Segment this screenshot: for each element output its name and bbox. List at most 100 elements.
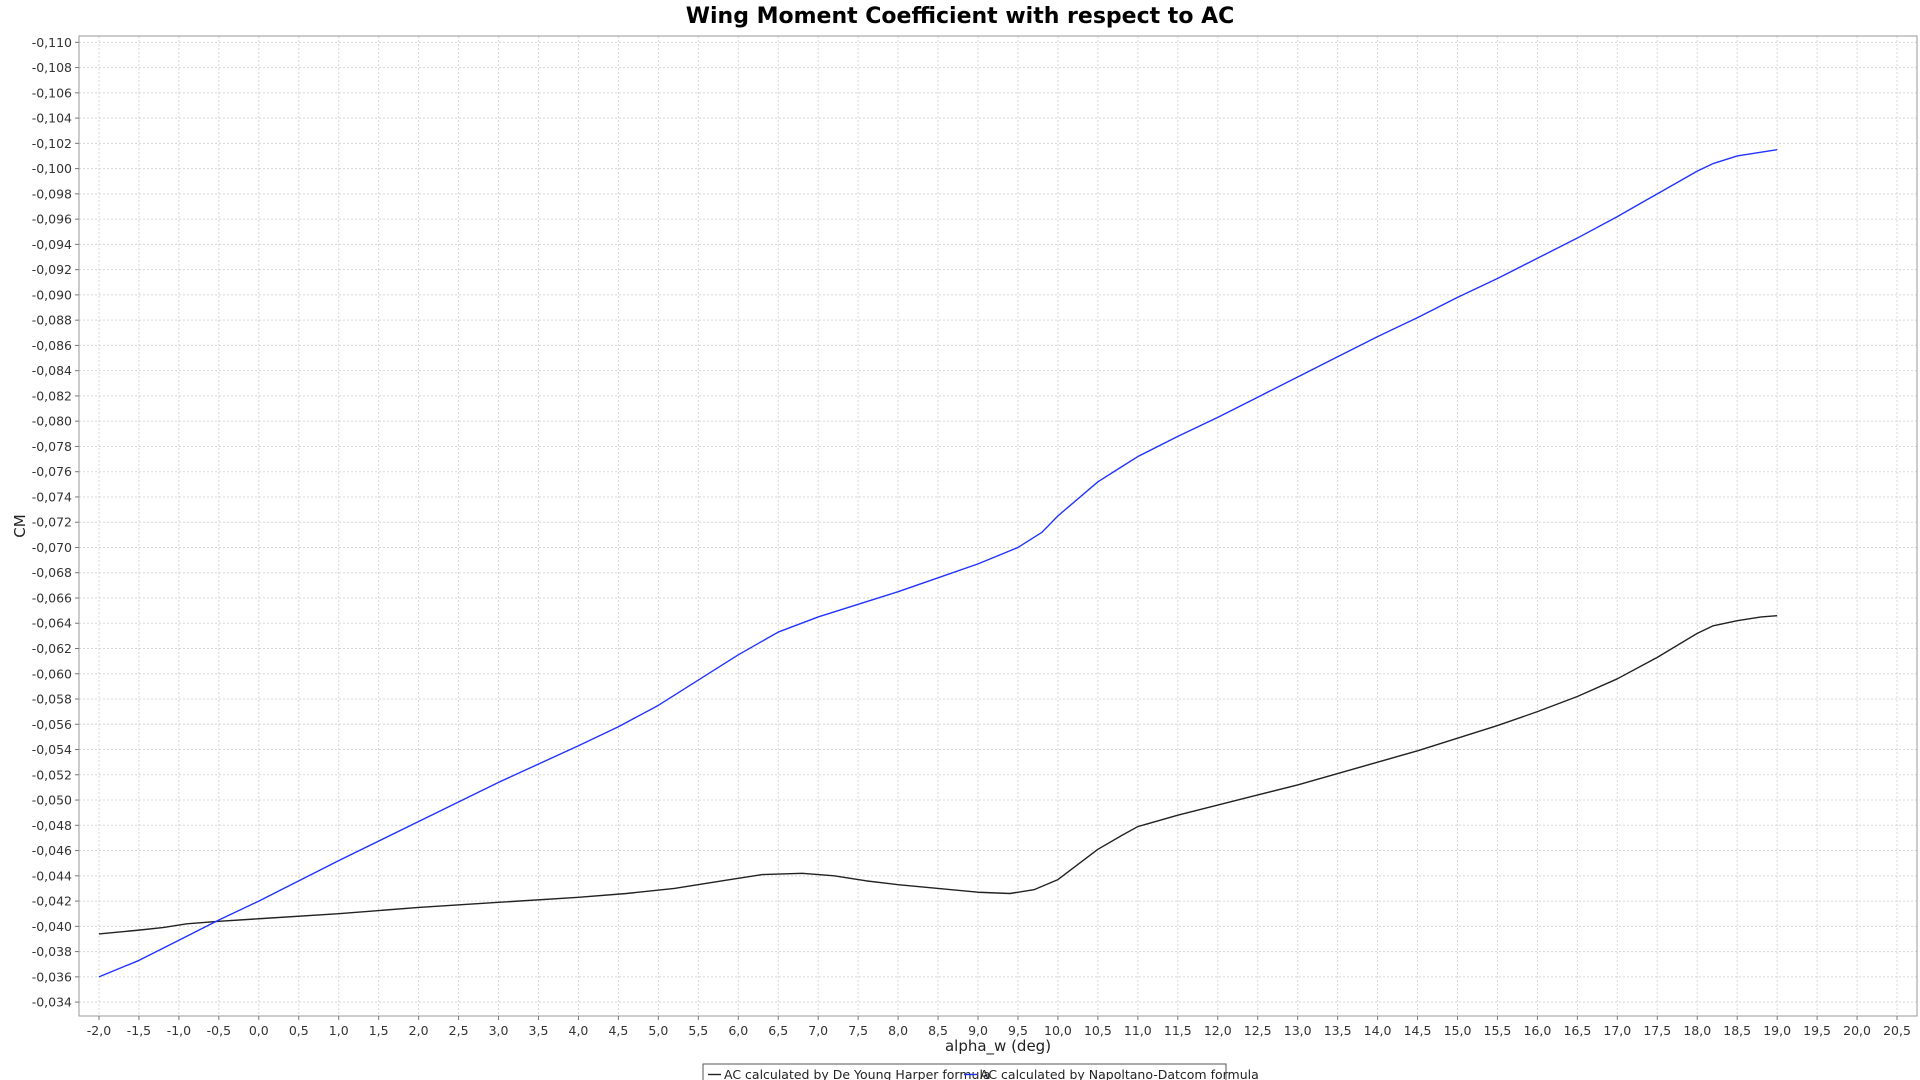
x-tick-label: 1,5: [369, 1023, 389, 1038]
y-tick-label: -0,086: [32, 338, 72, 353]
x-tick-label: 9,5: [1008, 1023, 1028, 1038]
grid: [79, 36, 1917, 1016]
y-tick-label: -0,070: [32, 540, 72, 555]
y-tick-label: -0,052: [32, 767, 72, 782]
x-tick-label: 7,5: [848, 1023, 868, 1038]
plot-border: [78, 35, 1918, 1017]
y-tick-label: -0,044: [32, 868, 72, 883]
y-tick-label: -0,058: [32, 692, 72, 707]
y-tick-label: -0,050: [32, 793, 72, 808]
x-tick-label: 8,5: [928, 1023, 948, 1038]
series-line-1: [98, 148, 1778, 978]
y-tick-label: -0,102: [32, 136, 72, 151]
y-tick-label: -0,110: [32, 35, 72, 50]
x-tick-label: 16,0: [1523, 1023, 1551, 1038]
chart-title: Wing Moment Coefficient with respect to …: [686, 4, 1235, 29]
y-tick-label: -0,080: [32, 414, 72, 429]
legend-box: [702, 1063, 1227, 1080]
x-tick-label: 13,5: [1324, 1023, 1352, 1038]
y-tick-label: -0,076: [32, 464, 72, 479]
legend-label-de-young-harper: AC calculated by De Young Harper formula: [724, 1067, 991, 1080]
x-tick-label: 10,0: [1044, 1023, 1072, 1038]
x-tick-label: -1,5: [127, 1023, 151, 1038]
x-tick-label: 4,5: [608, 1023, 628, 1038]
x-tick-label: -0,5: [207, 1023, 231, 1038]
x-tick-label: 10,5: [1084, 1023, 1112, 1038]
y-tick-label: -0,064: [32, 616, 72, 631]
y-tick-label: -0,048: [32, 818, 72, 833]
x-axis: -2,0 -1,5 -1,0 -0,5 0,0 0,5 1,0 1,5 2,0 2,5 3,0 3,5…: [87, 1016, 1911, 1038]
x-tick-label: 17,5: [1643, 1023, 1671, 1038]
x-tick-label: -2,0: [87, 1023, 111, 1038]
y-tick-label: -0,106: [32, 85, 72, 100]
y-tick-label: -0,062: [32, 641, 72, 656]
y-tick-label: -0,066: [32, 590, 72, 605]
y-tick-label: -0,078: [32, 439, 72, 454]
y-tick-label: -0,098: [32, 186, 72, 201]
x-tick-label: 0,5: [289, 1023, 309, 1038]
x-axis-label: alpha_w (deg): [945, 1037, 1051, 1056]
x-tick-label: 2,5: [449, 1023, 469, 1038]
y-tick-label: -0,084: [32, 363, 72, 378]
y-tick-label: -0,036: [32, 969, 72, 984]
x-tick-label: 12,0: [1204, 1023, 1232, 1038]
series-lines: [98, 148, 1778, 978]
y-tick-label: -0,046: [32, 843, 72, 858]
plot-background: [79, 36, 1917, 1016]
y-axis: -0,034 -0,036 -0,038 -0,040 -0,042 -0,044 -0,0…: [32, 35, 79, 1010]
x-tick-label: 14,5: [1404, 1023, 1432, 1038]
y-tick-label: -0,082: [32, 388, 72, 403]
x-tick-label: 20,5: [1883, 1023, 1911, 1038]
x-tick-label: 9,0: [968, 1023, 988, 1038]
y-tick-label: -0,072: [32, 515, 72, 530]
x-tick-label: 2,0: [409, 1023, 429, 1038]
x-tick-label: 8,0: [888, 1023, 908, 1038]
x-tick-label: 11,5: [1164, 1023, 1192, 1038]
x-tick-label: 3,5: [529, 1023, 549, 1038]
y-tick-label: -0,060: [32, 666, 72, 681]
series-line-0: [98, 614, 1778, 935]
x-tick-label: 15,5: [1484, 1023, 1512, 1038]
x-tick-label: 13,0: [1284, 1023, 1312, 1038]
legend: AC calculated by De Young Harper formula…: [702, 1063, 1259, 1080]
x-tick-label: 3,0: [489, 1023, 509, 1038]
x-tick-label: 15,0: [1444, 1023, 1472, 1038]
x-tick-label: 5,5: [688, 1023, 708, 1038]
y-tick-label: -0,094: [32, 237, 72, 252]
x-tick-label: 5,0: [648, 1023, 668, 1038]
y-tick-label: -0,108: [32, 60, 72, 75]
y-tick-label: -0,092: [32, 262, 72, 277]
x-tick-label: 4,0: [569, 1023, 589, 1038]
legend-label-napoltano-datcom: AC calculated by Napoltano-Datcom formul…: [980, 1067, 1259, 1080]
x-tick-label: 18,5: [1723, 1023, 1751, 1038]
x-tick-label: 0,0: [249, 1023, 269, 1038]
x-tick-label: 18,0: [1683, 1023, 1711, 1038]
x-tick-label: 6,0: [728, 1023, 748, 1038]
x-tick-label: 20,0: [1843, 1023, 1871, 1038]
y-tick-label: -0,074: [32, 489, 72, 504]
y-axis-label: CM: [11, 514, 29, 537]
x-tick-label: 12,5: [1244, 1023, 1272, 1038]
x-tick-label: 14,0: [1364, 1023, 1392, 1038]
y-tick-label: -0,034: [32, 995, 72, 1010]
x-tick-label: 11,0: [1124, 1023, 1152, 1038]
x-tick-label: 7,0: [808, 1023, 828, 1038]
x-tick-label: -1,0: [167, 1023, 191, 1038]
x-tick-label: 16,5: [1563, 1023, 1591, 1038]
y-tick-label: -0,056: [32, 717, 72, 732]
y-tick-label: -0,038: [32, 944, 72, 959]
y-tick-label: -0,104: [32, 111, 72, 126]
y-tick-label: -0,054: [32, 742, 72, 757]
y-tick-label: -0,096: [32, 212, 72, 227]
x-tick-label: 1,0: [329, 1023, 349, 1038]
x-tick-label: 17,0: [1603, 1023, 1631, 1038]
y-tick-label: -0,100: [32, 161, 72, 176]
y-tick-label: -0,042: [32, 894, 72, 909]
y-tick-label: -0,068: [32, 565, 72, 580]
x-tick-label: 6,5: [768, 1023, 788, 1038]
x-tick-label: 19,0: [1763, 1023, 1791, 1038]
y-tick-label: -0,040: [32, 919, 72, 934]
y-tick-label: -0,090: [32, 287, 72, 302]
x-tick-label: 19,5: [1803, 1023, 1831, 1038]
